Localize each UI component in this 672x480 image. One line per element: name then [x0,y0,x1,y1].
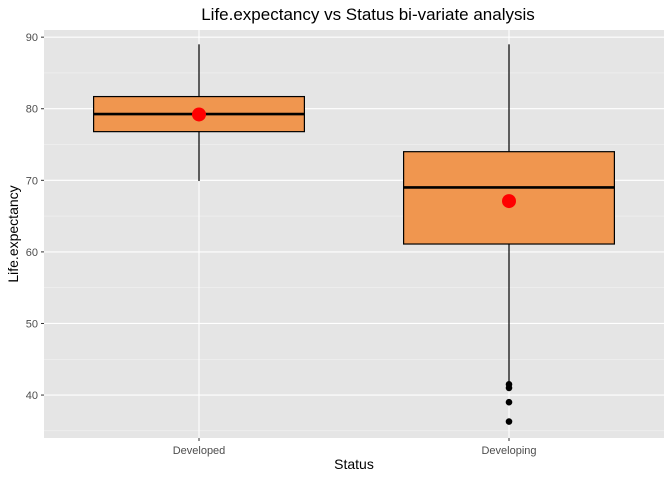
chart-title: Life.expectancy vs Status bi-variate ana… [201,5,535,24]
boxplots [92,44,616,425]
grid-minor [44,72,664,432]
x-axis-title: Status [334,456,374,472]
y-tick-label: 50 [26,318,38,330]
boxplot-developing [403,44,616,425]
boxplot-developed [92,44,306,182]
x-axis: Developed Developing [173,438,537,457]
x-tick-label: Developing [481,445,536,457]
y-tick-label: 60 [26,247,38,259]
mean-point [192,107,206,122]
y-tick-label: 80 [26,104,38,116]
y-axis-title: Life.expectancy [5,185,21,282]
y-tick-label: 40 [26,390,38,402]
x-tick-label: Developed [173,445,226,457]
y-axis: 40 50 60 70 80 90 [26,32,44,402]
y-tick-label: 90 [26,32,38,44]
mean-point [502,194,516,209]
outlier-point [505,384,513,392]
outlier-point [505,398,513,406]
y-tick-label: 70 [26,175,38,187]
outlier-point [505,418,513,425]
